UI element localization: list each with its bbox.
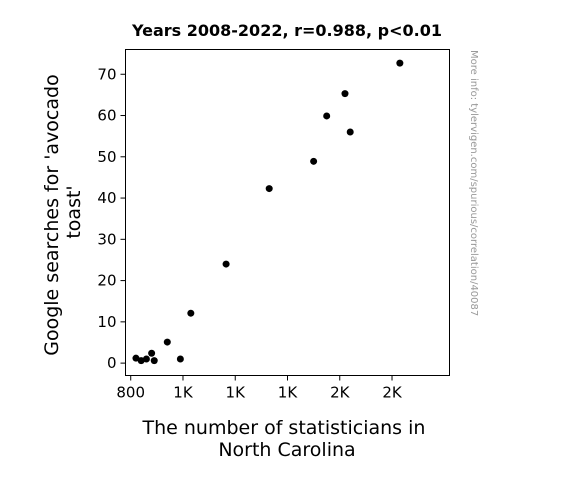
y-tick-label: 70 [97,65,116,83]
data-point [187,309,195,317]
x-tick-label: 800 [116,384,145,402]
data-point [323,112,331,120]
x-axis-label-line-2: North Carolina [218,439,355,461]
data-point [265,185,273,193]
data-point [310,157,318,165]
y-tick-label: 40 [97,189,116,207]
data-point [341,90,349,98]
x-axis-label-line-1: The number of statisticians in [142,417,426,439]
x-tick-label: 1K [226,384,247,402]
data-point [132,354,140,362]
y-tick-label: 20 [97,272,116,290]
y-tick-label: 0 [107,354,117,372]
data-point [176,355,184,363]
x-tick-label: 2K [382,384,403,402]
data-point [148,349,156,357]
y-axis-label: Google searches for 'avocado toast' [41,68,85,356]
data-point [163,338,171,346]
x-tick-label: 2K [330,384,351,402]
y-axis-label-line-1: Google searches for 'avocado [41,74,63,355]
source-watermark: More info: tylervigen.com/spurious/corre… [468,50,479,316]
data-point [346,128,354,136]
y-tick-label: 30 [97,230,116,248]
data-point [142,355,150,363]
data-point [222,260,230,268]
y-tick-label: 60 [97,107,116,125]
y-tick-label: 50 [97,148,116,166]
data-point [396,59,404,67]
y-tick-label: 10 [97,313,116,331]
y-axis: 0 10 20 30 40 50 60 70 [97,65,126,372]
x-axis: 800 1K 1K 1K 2K 2K [116,375,403,402]
x-tick-label: 1K [278,384,299,402]
data-point [150,357,158,365]
y-axis-label-line-2: toast' [63,185,85,238]
plot-area: 0 10 20 30 40 50 60 70 800 1K 1K 1K 2K 2K [97,49,450,402]
x-tick-label: 1K [173,384,194,402]
chart-title: Years 2008-2022, r=0.988, p<0.01 [131,21,442,40]
data-points [132,59,404,365]
x-axis-label: The number of statisticians in North Car… [142,417,432,461]
plot-frame [125,49,450,376]
